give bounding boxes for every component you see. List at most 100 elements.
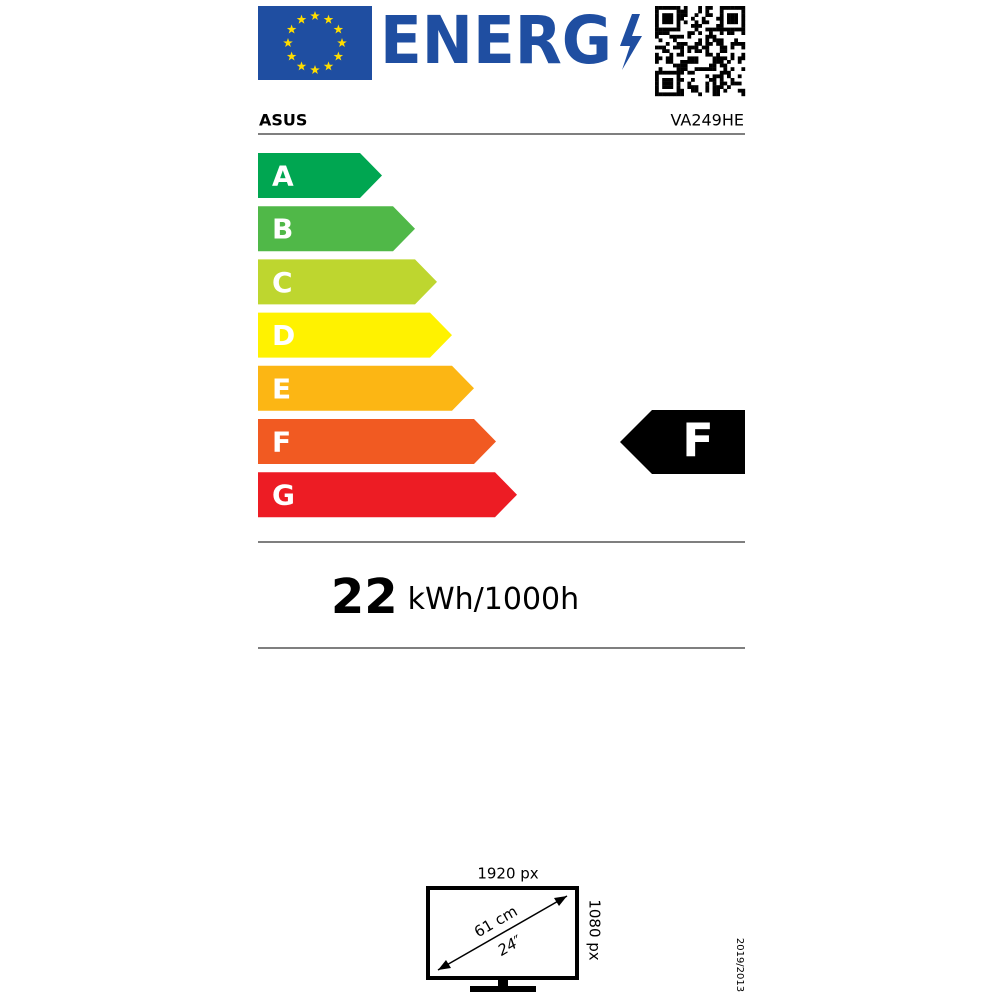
qr-module [665, 16, 670, 21]
qr-module [741, 13, 746, 17]
qr-module [705, 88, 710, 93]
qr-module [723, 70, 728, 75]
qr-module [709, 67, 713, 71]
qr-module [658, 38, 663, 43]
qr-module [655, 6, 659, 10]
qr-module [665, 42, 670, 46]
qr-module [676, 67, 681, 71]
qr-module [719, 74, 724, 79]
qr-module [737, 74, 742, 79]
qr-module [716, 27, 720, 32]
qr-module [683, 67, 688, 71]
qr-module [730, 13, 735, 17]
qr-module [727, 13, 731, 17]
qr-code [655, 6, 746, 97]
qr-module [680, 42, 684, 46]
qr-module [701, 20, 706, 25]
qr-module [694, 67, 699, 71]
qr-module [691, 16, 695, 21]
qr-module [655, 31, 659, 35]
qr-module [676, 16, 681, 21]
qr-module [687, 85, 692, 89]
qr-module [669, 6, 674, 10]
qr-module [741, 9, 746, 14]
qr-module [712, 27, 717, 32]
qr-module [680, 16, 684, 21]
qr-module [719, 63, 724, 68]
qr-module [737, 42, 742, 46]
qr-module [734, 6, 738, 10]
qr-module [655, 9, 659, 14]
qr-module [698, 31, 702, 35]
qr-module [698, 92, 702, 97]
qr-module [709, 34, 713, 39]
qr-module [662, 16, 666, 21]
qr-module [658, 92, 663, 97]
qr-module [741, 24, 746, 28]
qr-module [680, 60, 684, 64]
qr-module [705, 52, 710, 57]
qr-module [719, 27, 724, 32]
qr-module [712, 60, 717, 64]
qr-module [669, 52, 674, 57]
qr-module [727, 85, 731, 89]
qr-module [655, 88, 659, 93]
qr-module [730, 52, 735, 57]
qr-module [712, 56, 717, 61]
qr-module [669, 81, 674, 86]
arrow-head [438, 960, 451, 970]
qr-module [676, 42, 681, 46]
qr-module [665, 70, 670, 75]
qr-module [673, 70, 677, 75]
qr-module [680, 78, 684, 82]
qr-module [673, 92, 677, 97]
qr-module [701, 16, 706, 21]
star [333, 24, 344, 34]
qr-module [694, 49, 699, 53]
qr-module [669, 85, 674, 89]
qr-module [680, 88, 684, 93]
qr-module [662, 85, 666, 89]
qr-module [694, 60, 699, 64]
star [286, 51, 297, 61]
qr-module [701, 67, 706, 71]
qr-module [705, 74, 710, 79]
qr-module [676, 27, 681, 32]
qr-module [719, 13, 724, 17]
screen-width: 1920 px [477, 865, 538, 883]
star [337, 38, 347, 47]
qr-module [655, 92, 659, 97]
qr-module [683, 20, 688, 25]
qr-module [658, 6, 663, 10]
qr-module [687, 70, 692, 75]
qr-module [709, 63, 713, 68]
qr-module [669, 78, 674, 82]
class-bar [258, 419, 496, 464]
qr-module [665, 60, 670, 64]
qr-module [741, 27, 746, 32]
qr-module [694, 85, 699, 89]
qr-module [683, 13, 688, 17]
qr-module [676, 74, 681, 79]
qr-module [741, 16, 746, 21]
qr-module [658, 56, 663, 61]
qr-module [665, 92, 670, 97]
qr-module [705, 9, 710, 14]
qr-module [680, 92, 684, 97]
qr-module [680, 49, 684, 53]
qr-module [712, 67, 717, 71]
qr-module [669, 20, 674, 25]
qr-module [655, 81, 659, 86]
qr-module [669, 70, 674, 75]
qr-module [723, 6, 728, 10]
qr-module [676, 45, 681, 50]
rating-arrow [620, 410, 745, 474]
qr-module [691, 85, 695, 89]
qr-module [655, 78, 659, 82]
qr-module [709, 27, 713, 32]
qr-module [694, 13, 699, 17]
qr-module [737, 56, 742, 61]
qr-module [719, 38, 724, 43]
